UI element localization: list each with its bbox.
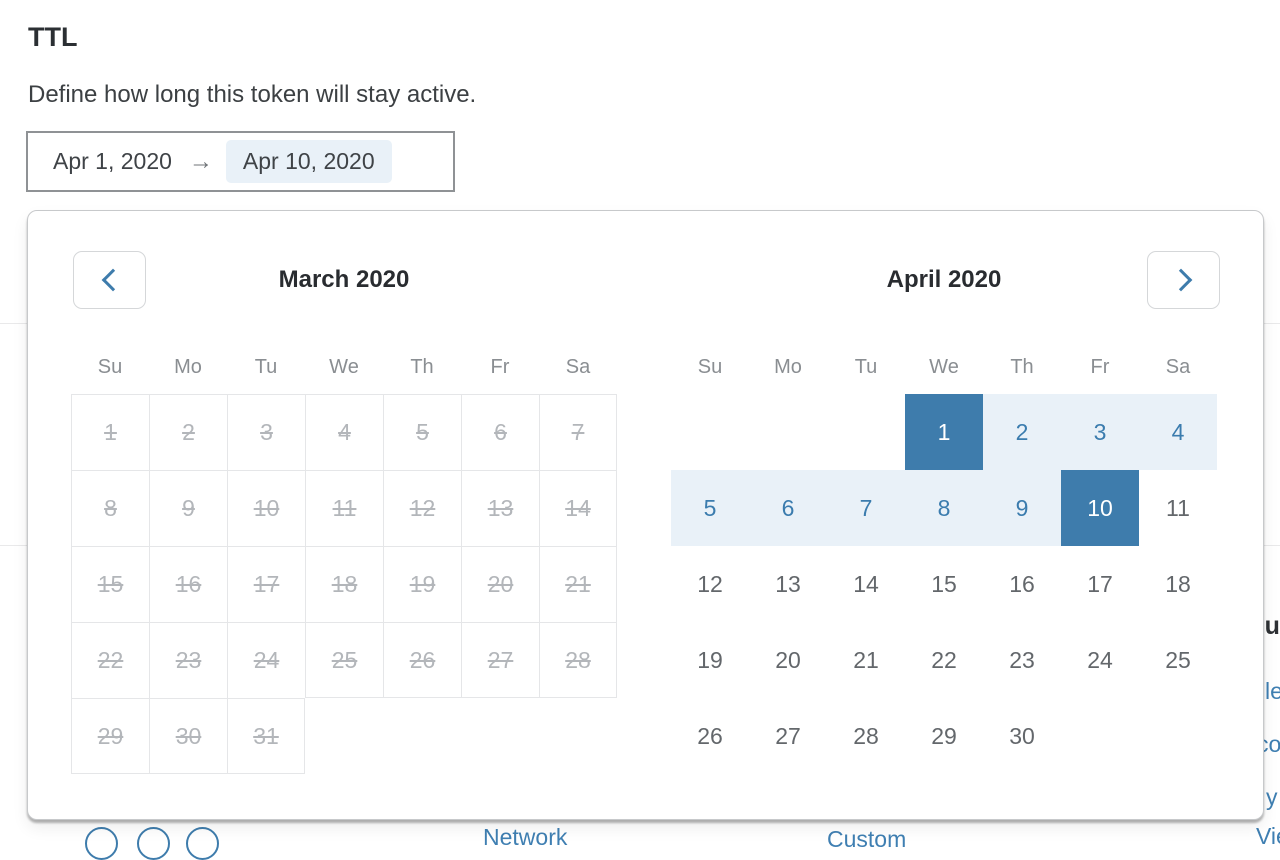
start-date-value[interactable]: Apr 1, 2020: [53, 148, 172, 174]
weekday-header: Th: [410, 356, 434, 378]
day-cell: 4: [305, 394, 383, 470]
day-cell: 7: [539, 394, 617, 470]
clipped-link[interactable]: le: [1265, 678, 1280, 704]
date-picker-popup: March 2020 April 2020 Su Mo Tu We Th Fr Sa 1 2 3 4…: [27, 210, 1264, 820]
day-cell: 25: [305, 622, 383, 698]
day-cell[interactable]: 26: [697, 722, 723, 749]
day-cell[interactable]: 24: [1087, 646, 1113, 673]
weekday-header: Su: [697, 356, 723, 378]
day-cell[interactable]: 16: [1009, 570, 1035, 597]
weekday-header: We: [929, 356, 959, 378]
day-cell[interactable]: 2: [983, 394, 1061, 470]
day-cell: 27: [461, 622, 539, 698]
arrow-right-icon: →: [188, 147, 213, 175]
day-cell: 21: [539, 546, 617, 622]
day-cell[interactable]: 17: [1087, 570, 1113, 597]
day-cell[interactable]: 29: [931, 722, 957, 749]
end-date-value[interactable]: Apr 10, 2020: [225, 140, 392, 183]
weekday-header: Su: [97, 356, 123, 378]
clipped-link[interactable]: y: [1266, 784, 1278, 810]
day-cell[interactable]: 12: [697, 570, 723, 597]
previous-month-button[interactable]: [73, 251, 146, 309]
next-month-button[interactable]: [1147, 251, 1220, 309]
radio-circle[interactable]: [85, 827, 118, 860]
day-cell[interactable]: 11: [1166, 494, 1190, 521]
day-cell[interactable]: 8: [905, 470, 983, 546]
weekday-header: We: [329, 356, 359, 378]
day-cell: 13: [461, 470, 539, 546]
day-cell: 28: [539, 622, 617, 698]
day-cell: 15: [71, 546, 149, 622]
day-cell: 14: [539, 470, 617, 546]
day-cell: 8: [71, 470, 149, 546]
day-cell[interactable]: 14: [853, 570, 879, 597]
month-title-right: April 2020: [886, 266, 1002, 293]
day-cell[interactable]: 9: [983, 470, 1061, 546]
day-cell: 24: [227, 622, 305, 698]
field-description: Define how long this token will stay act…: [28, 81, 477, 108]
page-title: TTL: [28, 22, 78, 52]
weekday-header: Fr: [1090, 356, 1110, 378]
day-cell[interactable]: 19: [697, 646, 723, 673]
date-range-input[interactable]: Apr 1, 2020 → Apr 10, 2020: [26, 131, 455, 192]
day-cell[interactable]: 18: [1165, 570, 1191, 597]
day-cell[interactable]: 7: [827, 470, 905, 546]
day-cell: 17: [227, 546, 305, 622]
clipped-link[interactable]: View: [1256, 823, 1280, 849]
weekday-header: Mo: [774, 356, 802, 378]
day-cell: 9: [149, 470, 227, 546]
day-cell[interactable]: 1: [905, 394, 983, 470]
month-title-left: March 2020: [278, 266, 410, 293]
weekday-header: Tu: [254, 356, 278, 378]
day-cell[interactable]: 21: [853, 646, 879, 673]
day-cell: 23: [149, 622, 227, 698]
clipped-link[interactable]: Network: [483, 824, 568, 850]
day-cell: 20: [461, 546, 539, 622]
day-cell[interactable]: 10: [1061, 470, 1139, 546]
radio-circle[interactable]: [186, 827, 219, 860]
day-cell[interactable]: 13: [775, 570, 801, 597]
day-cell[interactable]: 22: [931, 646, 957, 673]
day-cell: 31: [227, 698, 305, 774]
day-cell: 16: [149, 546, 227, 622]
weekday-header: Sa: [565, 356, 591, 378]
day-cell[interactable]: 15: [931, 570, 957, 597]
day-cell: 30: [149, 698, 227, 774]
day-cell[interactable]: 20: [775, 646, 801, 673]
weekday-header: Fr: [490, 356, 510, 378]
weekday-header: Mo: [174, 356, 202, 378]
weekday-header: Th: [1010, 356, 1034, 378]
day-cell[interactable]: 30: [1009, 722, 1035, 749]
day-cell: 18: [305, 546, 383, 622]
day-cell: 3: [227, 394, 305, 470]
day-cell: 10: [227, 470, 305, 546]
day-cell: 6: [461, 394, 539, 470]
day-cell: 12: [383, 470, 461, 546]
day-cell[interactable]: 5: [671, 470, 749, 546]
day-cell[interactable]: 4: [1139, 394, 1217, 470]
weekday-header: Sa: [1165, 356, 1191, 378]
day-cell: 11: [305, 470, 383, 546]
day-cell[interactable]: 3: [1061, 394, 1139, 470]
day-cell: 22: [71, 622, 149, 698]
day-cell: 5: [383, 394, 461, 470]
day-cell[interactable]: 27: [775, 722, 801, 749]
day-cell[interactable]: 25: [1165, 646, 1191, 673]
day-cell: 19: [383, 546, 461, 622]
day-cell: 26: [383, 622, 461, 698]
weekday-header: Tu: [854, 356, 878, 378]
clipped-link[interactable]: Custom: [827, 826, 907, 852]
day-cell: 2: [149, 394, 227, 470]
day-cell[interactable]: 23: [1009, 646, 1035, 673]
day-cell: 29: [71, 698, 149, 774]
day-cell[interactable]: 6: [749, 470, 827, 546]
radio-circle[interactable]: [137, 827, 170, 860]
day-cell: 1: [71, 394, 149, 470]
day-cell[interactable]: 28: [853, 722, 879, 749]
